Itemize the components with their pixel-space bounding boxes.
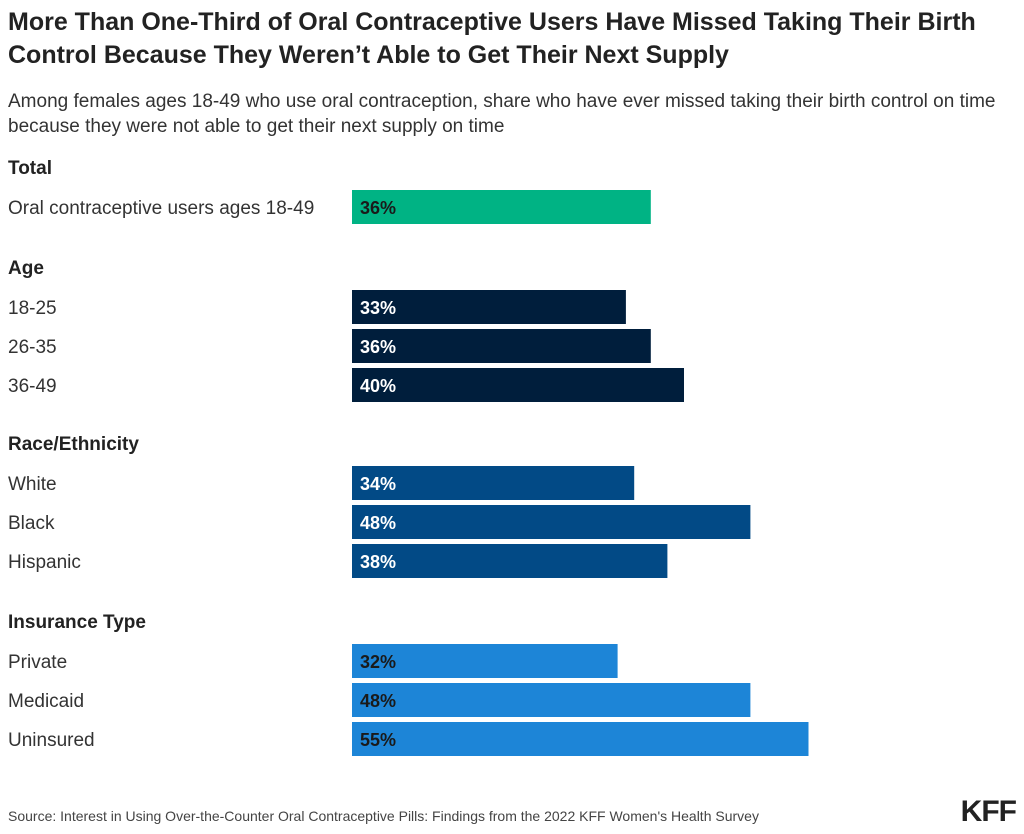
bar (352, 683, 751, 717)
bar (352, 329, 651, 363)
data-label: 40% (360, 376, 396, 396)
data-label: 48% (360, 691, 396, 711)
data-label: 48% (360, 513, 396, 533)
chart-title: More Than One-Third of Oral Contraceptiv… (8, 8, 976, 69)
category-label: Black (8, 513, 55, 534)
data-label: 55% (360, 730, 396, 750)
source-note: Source: Interest in Using Over-the-Count… (8, 808, 759, 824)
bar (352, 466, 635, 500)
data-label: 36% (360, 198, 396, 218)
bar (352, 722, 809, 756)
bar (352, 290, 626, 324)
data-label: 38% (360, 552, 396, 572)
group-label-race-ethnicity: Race/Ethnicity (8, 434, 139, 455)
category-label: Medicaid (8, 691, 84, 712)
category-label: Uninsured (8, 730, 95, 751)
bar (352, 644, 618, 678)
category-label: Hispanic (8, 552, 81, 573)
group-label-age: Age (8, 258, 44, 279)
category-label: White (8, 474, 57, 495)
group-label-total: Total (8, 158, 52, 179)
group-label-insurance-type: Insurance Type (8, 612, 146, 633)
chart-subtitle: Among females ages 18-49 who use oral co… (8, 91, 996, 137)
data-label: 33% (360, 298, 396, 318)
bar (352, 505, 751, 539)
bar (352, 368, 684, 402)
category-label: Oral contraceptive users ages 18-49 (8, 198, 314, 219)
kff-logo: KFF (960, 795, 1017, 828)
category-label: 26-35 (8, 337, 57, 358)
bar (352, 190, 651, 224)
category-label: 36-49 (8, 376, 57, 397)
data-label: 34% (360, 474, 396, 494)
category-label: Private (8, 652, 67, 673)
data-label: 36% (360, 337, 396, 357)
data-label: 32% (360, 652, 396, 672)
bar (352, 544, 668, 578)
category-label: 18-25 (8, 298, 57, 319)
